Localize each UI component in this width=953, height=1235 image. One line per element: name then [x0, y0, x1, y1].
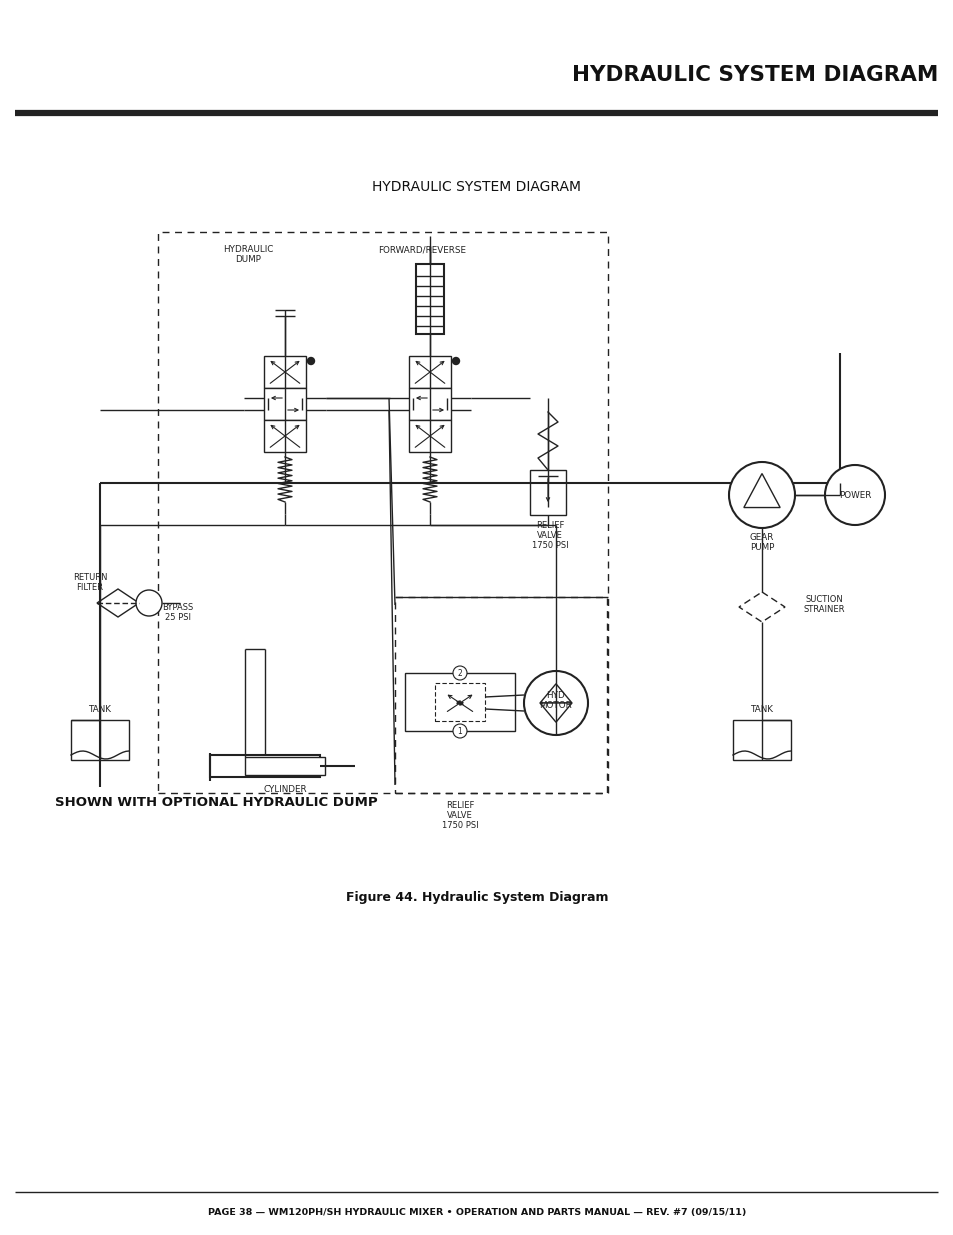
Text: PAGE 38 — WM120PH/SH HYDRAULIC MIXER • OPERATION AND PARTS MANUAL — REV. #7 (09/: PAGE 38 — WM120PH/SH HYDRAULIC MIXER • O…: [208, 1208, 745, 1216]
Text: CYLINDER: CYLINDER: [263, 784, 307, 794]
Polygon shape: [97, 589, 139, 618]
Bar: [435, 683, 484, 721]
Text: HYD: HYD: [546, 690, 565, 699]
Bar: [264, 356, 306, 388]
Text: FILTER: FILTER: [76, 583, 103, 593]
Circle shape: [728, 462, 794, 529]
Bar: [405, 673, 515, 731]
Text: 1: 1: [457, 726, 462, 736]
Circle shape: [824, 466, 884, 525]
Bar: [158, 232, 607, 793]
Bar: [409, 388, 451, 420]
Text: 2: 2: [457, 668, 462, 678]
Text: RETURN: RETURN: [72, 573, 107, 583]
Text: BYPASS: BYPASS: [162, 604, 193, 613]
Bar: [264, 420, 306, 452]
Text: RELIEF: RELIEF: [445, 800, 474, 809]
Text: MOTOR: MOTOR: [539, 701, 572, 710]
Text: DUMP: DUMP: [234, 256, 261, 264]
Polygon shape: [743, 473, 780, 508]
Bar: [245, 757, 325, 776]
Bar: [732, 720, 790, 760]
Text: HYDRAULIC SYSTEM DIAGRAM: HYDRAULIC SYSTEM DIAGRAM: [372, 180, 581, 194]
Text: VALVE: VALVE: [447, 810, 473, 820]
Bar: [409, 420, 451, 452]
Text: FORWARD/REVERSE: FORWARD/REVERSE: [377, 246, 465, 254]
Polygon shape: [539, 684, 572, 703]
Text: RELIEF: RELIEF: [536, 520, 563, 530]
Circle shape: [452, 357, 459, 364]
Text: STRAINER: STRAINER: [802, 605, 843, 615]
Text: POWER: POWER: [838, 490, 870, 499]
Bar: [409, 356, 451, 388]
Bar: [71, 720, 129, 760]
Text: 1750 PSI: 1750 PSI: [441, 820, 477, 830]
Text: VALVE: VALVE: [537, 531, 562, 540]
Bar: [264, 388, 306, 420]
Text: PUMP: PUMP: [749, 543, 774, 552]
Polygon shape: [739, 592, 784, 622]
Circle shape: [307, 357, 314, 364]
Circle shape: [136, 590, 162, 616]
Text: TANK: TANK: [89, 705, 112, 715]
Text: Figure 44. Hydraulic System Diagram: Figure 44. Hydraulic System Diagram: [345, 890, 608, 904]
Text: SHOWN WITH OPTIONAL HYDRAULIC DUMP: SHOWN WITH OPTIONAL HYDRAULIC DUMP: [55, 797, 377, 809]
Bar: [395, 597, 606, 793]
Text: HYDRAULIC: HYDRAULIC: [223, 246, 273, 254]
Circle shape: [523, 671, 587, 735]
Text: TANK: TANK: [750, 705, 773, 715]
Bar: [530, 471, 565, 515]
Text: 25 PSI: 25 PSI: [165, 614, 191, 622]
Circle shape: [453, 666, 467, 680]
Text: GEAR: GEAR: [749, 534, 774, 542]
Text: HYDRAULIC SYSTEM DIAGRAM: HYDRAULIC SYSTEM DIAGRAM: [571, 65, 937, 85]
Bar: [416, 264, 443, 333]
Bar: [210, 755, 319, 777]
Circle shape: [453, 724, 467, 739]
Text: SUCTION: SUCTION: [804, 594, 842, 604]
Text: 1750 PSI: 1750 PSI: [531, 541, 568, 550]
Polygon shape: [539, 703, 572, 722]
